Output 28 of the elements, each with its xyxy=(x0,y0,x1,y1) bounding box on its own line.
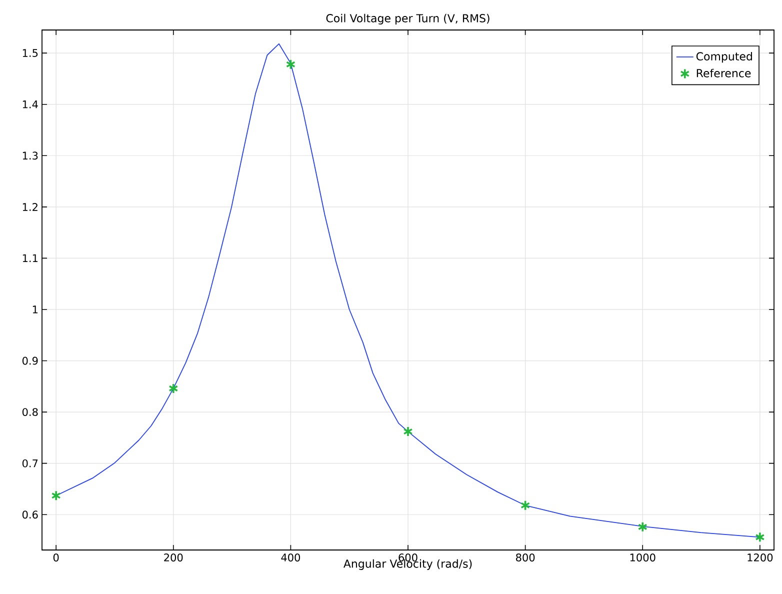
x-tick-label: 0 xyxy=(53,554,59,562)
y-tick-label: 1.2 xyxy=(22,203,38,211)
point xyxy=(168,383,178,394)
point xyxy=(51,490,61,502)
y-tick-label: 1.5 xyxy=(22,49,38,57)
y-tick-label: 1.1 xyxy=(22,254,38,262)
y-tick-label: 0.9 xyxy=(22,356,38,365)
x-tick-label: 800 xyxy=(516,554,535,562)
x-axis-title: Angular Velocity (rad/s) xyxy=(344,559,472,570)
x-tick-label: 200 xyxy=(164,554,183,562)
point xyxy=(286,58,296,70)
point xyxy=(403,426,413,437)
legend-label: Reference xyxy=(696,68,751,78)
legend-label: Computed xyxy=(696,52,752,63)
point xyxy=(520,500,530,511)
y-tick-label: 1.3 xyxy=(22,152,38,160)
chart-title: Coil Voltage per Turn (V, RMS) xyxy=(326,14,490,24)
point xyxy=(755,532,765,543)
y-tick-label: 0.6 xyxy=(22,510,38,519)
point xyxy=(638,522,648,532)
x-tick-label: 400 xyxy=(281,554,300,562)
x-tick-label: 1200 xyxy=(748,554,773,562)
y-tick-label: 0.8 xyxy=(22,408,38,416)
x-tick-label: 600 xyxy=(398,554,418,562)
x-tick-label: 1000 xyxy=(630,554,656,562)
y-tick-label: 1.4 xyxy=(22,100,38,108)
y-tick-label: 1 xyxy=(32,306,38,314)
y-tick-label: 0.7 xyxy=(22,459,38,468)
